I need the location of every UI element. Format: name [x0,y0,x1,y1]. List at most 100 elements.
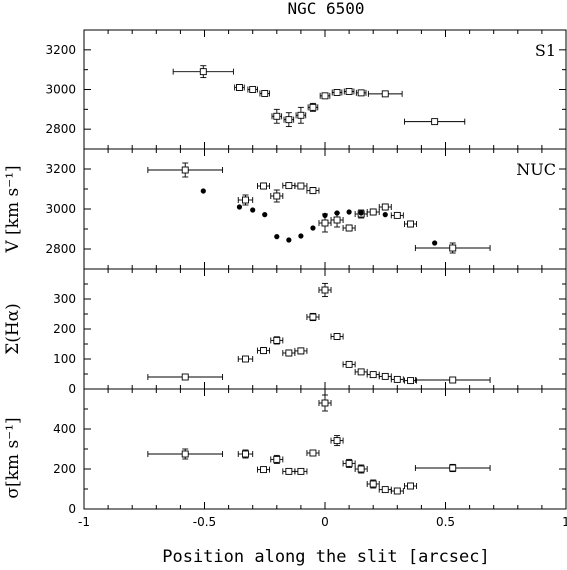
panel-2: 2800 3000 3200 NUC V [km s⁻¹] [3,148,567,270]
panel-frame [83,29,567,150]
data-point-square [181,166,189,174]
data-point-square [393,375,401,383]
data-point-filled [346,209,352,215]
data-point-square [449,376,457,384]
data-point-square [242,196,249,204]
data-point-square [357,368,365,376]
y-tick-label: 300 [53,292,76,306]
data-point-square [309,313,317,321]
y-tick-label: 0 [68,502,76,516]
data-point-filled [322,212,328,218]
data-point-square [393,487,401,495]
data-point-filled [432,240,438,246]
x-tick-label: -1 [78,515,90,529]
data-point-filled [382,212,388,218]
x-tick-label: 0 [321,515,329,529]
data-point-square [369,208,377,216]
data-point-square [407,377,415,385]
data-point-square [297,347,305,355]
data-point-square [285,182,293,190]
data-point-square [393,211,401,219]
data-point-square [407,220,415,228]
data-point-square [449,464,457,472]
data-point-square [242,355,249,363]
data-point-square [249,86,257,93]
data-point-square [381,90,389,98]
data-point-square [333,437,341,445]
data-layer [147,394,491,495]
data-point-square [333,333,341,340]
data-point-filled [286,237,292,243]
y-tick-label: 3000 [45,202,76,216]
panel-4: 0 200 400 -1 -0.5 0 0.5 1 σ[km s⁻¹] [3,388,567,529]
y-axis-label: V [km s⁻¹] [3,165,23,253]
data-point-square [181,373,189,381]
data-point-square [285,349,293,357]
data-point-square [381,486,389,494]
data-point-square [369,480,377,488]
data-point-square [449,244,457,252]
x-tick-label: -0.5 [193,515,216,529]
panel-label: S1 [535,41,556,60]
y-axis-label: σ[km s⁻¹] [3,417,23,498]
data-point-square [309,449,317,457]
y-tick-label: 400 [53,422,76,436]
data-point-filled [310,225,316,231]
panel-3: 0 100 200 300 Σ(Hα) [3,268,567,396]
figure-title: NGC 6500 [287,0,364,18]
y-axis-label: Σ(Hα) [3,303,23,355]
y-tick-label: 200 [53,462,76,476]
data-point-square [273,112,281,120]
data-point-filled [262,212,268,218]
data-layer [147,282,491,385]
panel-label: NUC [516,160,556,179]
data-point-square [260,466,267,474]
data-layer [172,65,466,128]
data-point-filled [250,207,256,213]
panel-frame [83,148,567,270]
data-point-square [285,116,293,124]
data-point-square [235,84,243,91]
data-point-square [381,372,389,380]
x-tick-label: 1 [562,515,567,529]
data-point-square [431,118,439,126]
data-point-square [381,203,389,211]
x-axis-label: Position along the slit [arcsec] [162,547,490,567]
data-point-square [321,219,329,227]
data-point-square [273,336,281,344]
data-point-square [407,482,415,490]
data-point-square [333,216,341,224]
data-point-filled [236,204,243,210]
data-point-filled [298,233,304,239]
y-tick-label: 3200 [45,43,76,57]
data-point-square [260,182,267,190]
data-point-square [261,90,269,97]
data-point-square [309,103,317,111]
panel-1: 2800 3000 3200 S1 [45,29,567,150]
data-point-square [273,455,281,463]
data-point-square [369,371,377,379]
y-tick-label: 100 [53,352,76,366]
data-point-square [321,92,329,100]
data-point-square [345,224,353,232]
data-point-square [357,465,365,473]
data-point-square [297,182,305,190]
data-point-square [273,192,281,200]
y-tick-label: 2800 [45,242,76,256]
data-point-square [345,459,353,467]
data-layer [147,162,491,254]
data-point-square [357,89,365,97]
data-point-square [321,286,329,294]
data-point-square [333,89,341,96]
data-point-square [321,399,329,407]
data-point-filled [334,210,340,216]
y-tick-label: 2800 [45,122,76,136]
data-point-square [181,450,189,458]
data-point-square [345,360,353,368]
y-tick-label: 200 [53,322,76,336]
data-point-square [309,187,317,195]
x-tick-label: 0.5 [436,515,455,529]
data-point-square [199,68,207,76]
